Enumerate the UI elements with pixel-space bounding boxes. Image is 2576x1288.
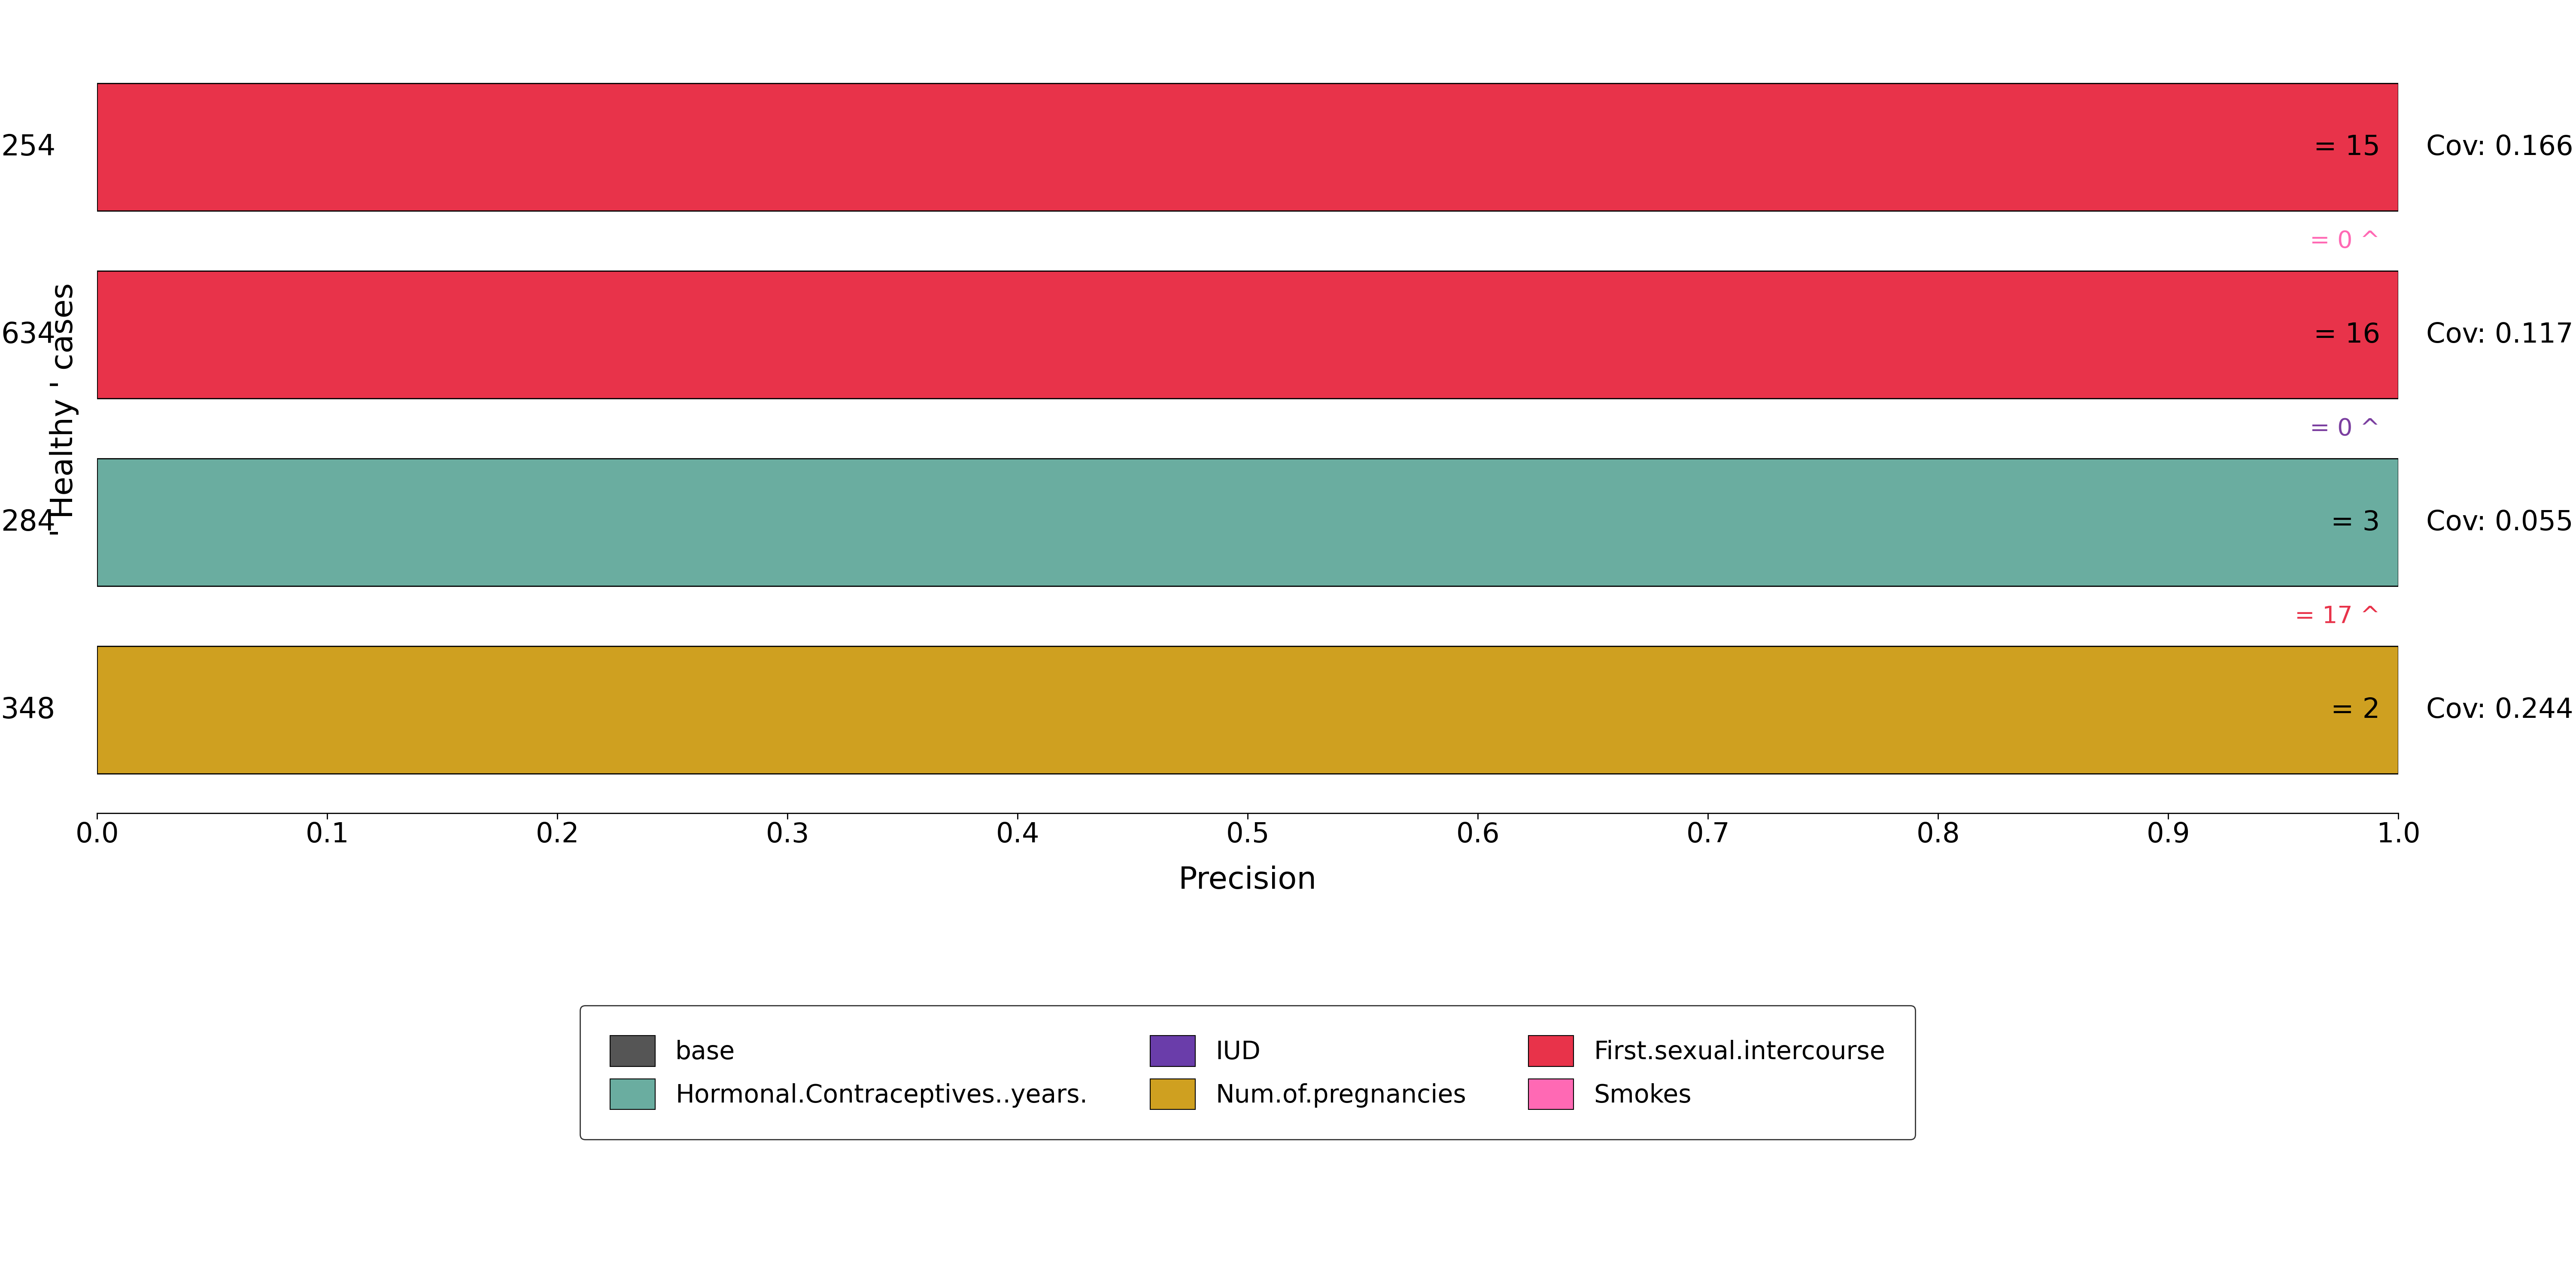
Text: = 15: = 15 xyxy=(2313,134,2380,161)
Bar xyxy=(98,459,2398,586)
Text: Cov: 0.055: Cov: 0.055 xyxy=(2427,509,2573,536)
Text: 284: 284 xyxy=(0,509,57,537)
Bar xyxy=(98,270,2398,398)
Text: = 17 ^: = 17 ^ xyxy=(2295,605,2380,629)
Text: Cov: 0.117: Cov: 0.117 xyxy=(2427,322,2573,348)
Bar xyxy=(98,84,2398,211)
Bar xyxy=(98,647,2398,774)
Text: 634: 634 xyxy=(0,321,57,349)
X-axis label: Precision: Precision xyxy=(1180,866,1316,895)
Text: = 0 ^: = 0 ^ xyxy=(2311,229,2380,252)
Text: 254: 254 xyxy=(0,133,57,161)
Legend: base, Hormonal.Contraceptives..years., IUD, Num.of.pregnancies, First.sexual.int: base, Hormonal.Contraceptives..years., I… xyxy=(580,1006,1917,1140)
Text: Cov: 0.244: Cov: 0.244 xyxy=(2427,697,2573,724)
Text: 348: 348 xyxy=(0,696,57,724)
Text: Cov: 0.166: Cov: 0.166 xyxy=(2427,134,2573,161)
Y-axis label: ' Healthy ' cases: ' Healthy ' cases xyxy=(49,282,80,537)
Text: = 2: = 2 xyxy=(2331,697,2380,724)
Text: = 16: = 16 xyxy=(2313,322,2380,348)
Text: = 3: = 3 xyxy=(2331,509,2380,536)
Text: = 0 ^: = 0 ^ xyxy=(2311,417,2380,440)
